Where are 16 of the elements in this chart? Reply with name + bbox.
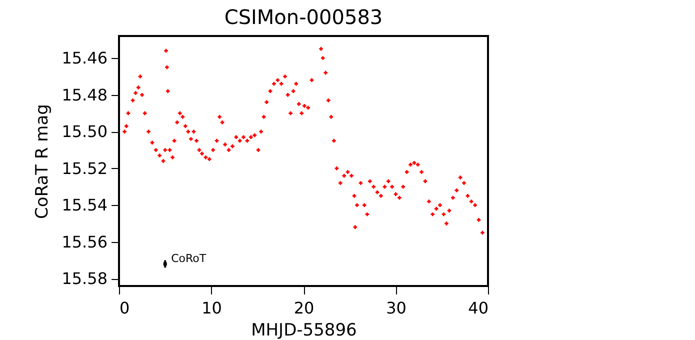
chart-title: CSIMon-000583 <box>224 5 383 29</box>
x-tick-label: 40 <box>468 298 488 318</box>
x-tick-label: 10 <box>202 298 222 318</box>
x-tick-label: 30 <box>386 298 406 318</box>
y-tick-label: 15.50 <box>62 122 108 142</box>
y-tick-label: 15.54 <box>62 196 108 215</box>
y-tick-label: 15.56 <box>62 232 108 252</box>
series-label: CoRoT <box>171 252 206 265</box>
y-tick-label: 15.46 <box>62 48 108 68</box>
x-tick-label: 0 <box>120 298 130 318</box>
x-tick-label: 20 <box>294 298 314 318</box>
y-tick-label: 15.58 <box>62 269 108 288</box>
y-axis-title: CoRaT R mag <box>32 104 53 219</box>
y-tick-label: 15.48 <box>62 85 108 104</box>
x-axis-title: MHJD-55896 <box>251 320 357 340</box>
y-tick-label: 15.52 <box>62 158 108 178</box>
